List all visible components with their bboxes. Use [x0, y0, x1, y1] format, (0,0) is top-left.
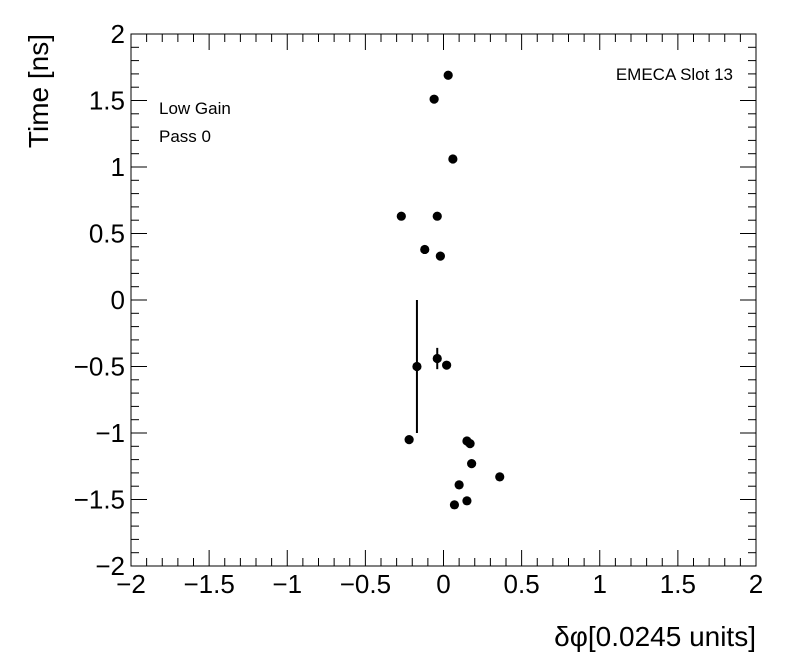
point-marker — [432, 211, 442, 221]
x-tick-label: 1 — [593, 569, 607, 599]
point-marker — [448, 154, 458, 164]
y-tick-label: 2 — [111, 19, 125, 49]
x-tick-label: −2 — [116, 569, 146, 599]
data-point — [467, 458, 477, 469]
point-marker — [443, 70, 453, 80]
point-marker — [420, 244, 430, 255]
y-tick-label: 1 — [111, 152, 125, 182]
y-tick-labels: −2 −1.5 −1 −0.5 0 0.5 1 1.5 2 — [74, 19, 125, 581]
data-point — [443, 70, 453, 80]
data-point — [420, 244, 430, 255]
data-point — [429, 94, 439, 104]
data-point — [462, 496, 472, 506]
point-marker — [435, 251, 445, 261]
point-marker — [429, 94, 439, 104]
x-tick-label: −1 — [272, 569, 302, 599]
data-point — [432, 211, 442, 221]
data-point — [396, 211, 406, 221]
x-tick-labels: −2 −1.5 −1 −0.5 0 0.5 1 1.5 2 — [116, 569, 763, 599]
y-tick-label: 0 — [111, 285, 125, 315]
data-point — [435, 251, 445, 261]
x-axis-title: δφ[0.0245 units] — [554, 621, 756, 652]
y-tick-label: 1.5 — [89, 86, 125, 116]
point-marker — [442, 360, 452, 370]
point-marker — [404, 435, 414, 445]
y-axis-title: Time [ns] — [23, 34, 54, 148]
x-tick-label: 1.5 — [660, 569, 696, 599]
data-point — [442, 360, 452, 370]
x-tick-label: −1.5 — [183, 569, 234, 599]
point-marker — [449, 500, 460, 510]
plot-frame — [130, 33, 757, 567]
point-marker — [465, 439, 475, 449]
point-marker — [467, 458, 477, 469]
x-tick-label: 2 — [749, 569, 763, 599]
pass-annotation: Pass 0 — [159, 127, 211, 146]
data-point — [448, 154, 458, 164]
point-marker — [454, 480, 464, 490]
data-point — [465, 439, 475, 449]
point-marker — [412, 361, 422, 372]
gain-annotation: Low Gain — [159, 99, 231, 118]
data-point — [412, 300, 422, 433]
point-marker — [396, 211, 406, 221]
y-tick-label: −2 — [95, 551, 125, 581]
x-tick-label: −0.5 — [340, 569, 391, 599]
data-point — [432, 347, 442, 370]
data-point — [449, 500, 460, 510]
data-points — [396, 70, 505, 510]
point-marker — [462, 496, 472, 506]
point-marker — [432, 353, 442, 364]
slot-annotation: EMECA Slot 13 — [616, 65, 733, 84]
y-tick-label: −0.5 — [74, 352, 125, 382]
point-marker — [495, 472, 505, 482]
y-tick-label: −1.5 — [74, 485, 125, 515]
y-tick-label: 0.5 — [89, 219, 125, 249]
x-tick-label: 0.5 — [504, 569, 540, 599]
x-tick-label: 0 — [436, 569, 450, 599]
data-point — [495, 472, 505, 482]
y-tick-label: −1 — [95, 418, 125, 448]
data-point — [404, 435, 414, 445]
data-point — [454, 480, 464, 490]
axis-ticks — [130, 33, 757, 567]
